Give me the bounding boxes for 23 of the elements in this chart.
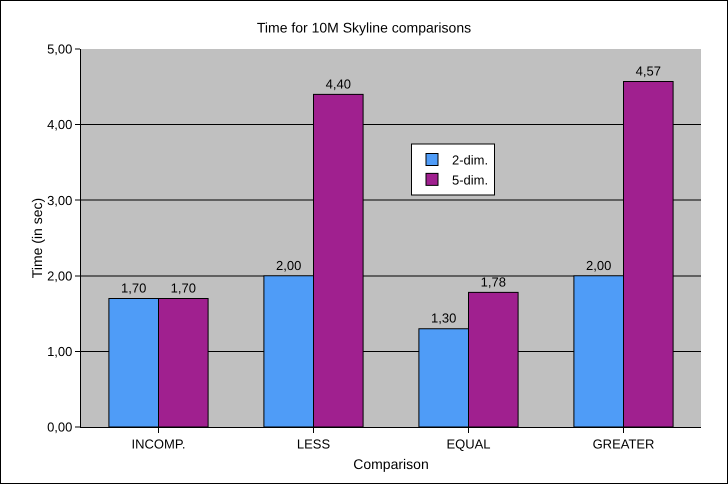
y-axis-title: Time (in sec)	[29, 198, 46, 278]
data-label: 2,00	[276, 258, 302, 273]
y-tick-label: 2,00	[47, 268, 72, 284]
data-label: 1,30	[431, 310, 456, 326]
data-label: 4,57	[636, 64, 661, 79]
y-tick-label: 0,00	[47, 420, 72, 435]
data-label: 1,70	[121, 280, 146, 296]
x-axis-title: Comparison	[353, 456, 429, 472]
x-tick-label: EQUAL	[446, 436, 491, 452]
data-label: 4,40	[326, 76, 351, 92]
data-label: 1,70	[170, 280, 196, 296]
x-tick-label: GREATER	[592, 436, 654, 452]
x-tick-label: LESS	[296, 436, 330, 452]
legend-label: 5-dim.	[452, 172, 488, 188]
data-label: 2,00	[586, 258, 612, 273]
y-tick-label: 5,00	[47, 42, 72, 57]
y-tick-label: 1,00	[47, 344, 72, 359]
y-tick-label: 4,00	[47, 117, 72, 132]
legend-label: 2-dim.	[452, 152, 488, 168]
chart-title: Time for 10M Skyline comparisons	[256, 19, 472, 36]
y-tick-label: 3,00	[47, 192, 72, 208]
data-label: 1,78	[480, 274, 506, 290]
x-tick-label: INCOMP.	[132, 436, 186, 452]
